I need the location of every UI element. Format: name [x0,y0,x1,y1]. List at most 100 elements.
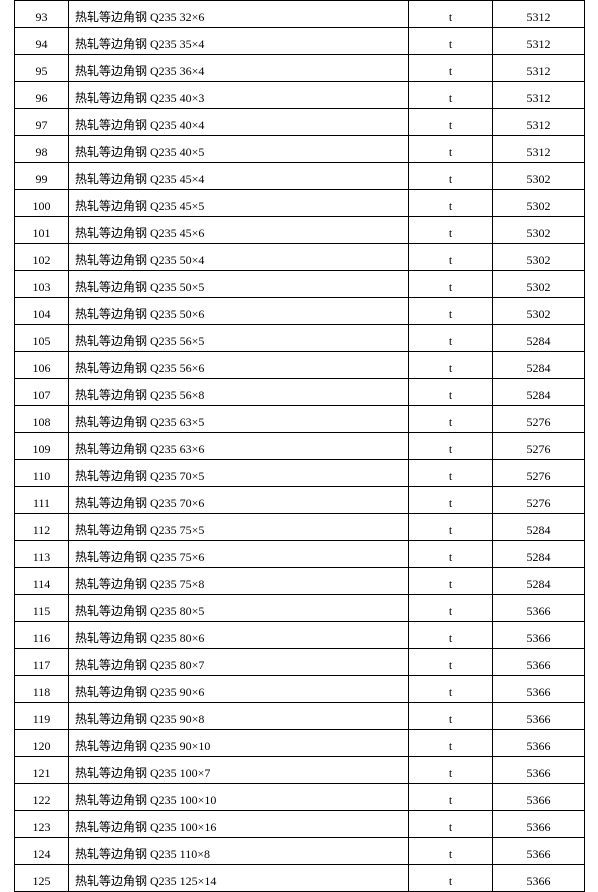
row-number: 121 [15,757,69,784]
row-unit: t [409,460,493,487]
row-unit: t [409,352,493,379]
row-description: 热轧等边角钢 Q235 45×6 [69,217,409,244]
row-number: 117 [15,649,69,676]
row-description: 热轧等边角钢 Q235 56×5 [69,325,409,352]
row-value: 5366 [493,595,585,622]
table-row: 120热轧等边角钢 Q235 90×10t5366 [15,730,585,757]
row-description: 热轧等边角钢 Q235 90×10 [69,730,409,757]
row-value: 5312 [493,55,585,82]
row-description: 热轧等边角钢 Q235 75×8 [69,568,409,595]
row-description: 热轧等边角钢 Q235 110×8 [69,838,409,865]
row-description: 热轧等边角钢 Q235 70×5 [69,460,409,487]
table-row: 111热轧等边角钢 Q235 70×6t5276 [15,487,585,514]
row-description: 热轧等边角钢 Q235 56×8 [69,379,409,406]
row-unit: t [409,757,493,784]
row-unit: t [409,55,493,82]
row-description: 热轧等边角钢 Q235 35×4 [69,28,409,55]
row-value: 5312 [493,109,585,136]
row-number: 96 [15,82,69,109]
table-row: 100热轧等边角钢 Q235 45×5t5302 [15,190,585,217]
row-number: 123 [15,811,69,838]
row-number: 93 [15,1,69,28]
row-value: 5366 [493,730,585,757]
table-row: 125热轧等边角钢 Q235 125×14t5366 [15,865,585,892]
row-description: 热轧等边角钢 Q235 70×6 [69,487,409,514]
table-row: 112热轧等边角钢 Q235 75×5t5284 [15,514,585,541]
row-number: 108 [15,406,69,433]
row-unit: t [409,595,493,622]
table-row: 118热轧等边角钢 Q235 90×6t5366 [15,676,585,703]
row-number: 120 [15,730,69,757]
row-unit: t [409,379,493,406]
row-number: 99 [15,163,69,190]
row-description: 热轧等边角钢 Q235 32×6 [69,1,409,28]
row-unit: t [409,109,493,136]
row-unit: t [409,649,493,676]
row-number: 112 [15,514,69,541]
row-unit: t [409,271,493,298]
row-description: 热轧等边角钢 Q235 75×5 [69,514,409,541]
row-number: 107 [15,379,69,406]
row-unit: t [409,487,493,514]
row-unit: t [409,784,493,811]
table-row: 102热轧等边角钢 Q235 50×4t5302 [15,244,585,271]
row-number: 113 [15,541,69,568]
table-row: 93热轧等边角钢 Q235 32×6t5312 [15,1,585,28]
row-value: 5276 [493,460,585,487]
row-number: 102 [15,244,69,271]
row-value: 5284 [493,325,585,352]
row-value: 5366 [493,649,585,676]
row-description: 热轧等边角钢 Q235 100×16 [69,811,409,838]
row-value: 5302 [493,244,585,271]
row-description: 热轧等边角钢 Q235 50×6 [69,298,409,325]
row-number: 101 [15,217,69,244]
row-number: 111 [15,487,69,514]
row-description: 热轧等边角钢 Q235 100×7 [69,757,409,784]
row-description: 热轧等边角钢 Q235 75×6 [69,541,409,568]
row-number: 98 [15,136,69,163]
row-description: 热轧等边角钢 Q235 100×10 [69,784,409,811]
row-value: 5312 [493,28,585,55]
page: 93热轧等边角钢 Q235 32×6t531294热轧等边角钢 Q235 35×… [0,0,598,825]
row-description: 热轧等边角钢 Q235 80×5 [69,595,409,622]
row-description: 热轧等边角钢 Q235 63×6 [69,433,409,460]
row-value: 5302 [493,271,585,298]
table-row: 110热轧等边角钢 Q235 70×5t5276 [15,460,585,487]
table-row: 99热轧等边角钢 Q235 45×4t5302 [15,163,585,190]
table-row: 101热轧等边角钢 Q235 45×6t5302 [15,217,585,244]
row-unit: t [409,406,493,433]
row-value: 5276 [493,487,585,514]
row-description: 热轧等边角钢 Q235 40×5 [69,136,409,163]
row-value: 5284 [493,568,585,595]
table-row: 124热轧等边角钢 Q235 110×8t5366 [15,838,585,865]
row-description: 热轧等边角钢 Q235 50×5 [69,271,409,298]
row-number: 106 [15,352,69,379]
row-unit: t [409,622,493,649]
row-value: 5284 [493,379,585,406]
table-row: 119热轧等边角钢 Q235 90×8t5366 [15,703,585,730]
row-number: 109 [15,433,69,460]
row-number: 116 [15,622,69,649]
row-value: 5284 [493,541,585,568]
spec-table: 93热轧等边角钢 Q235 32×6t531294热轧等边角钢 Q235 35×… [14,0,585,892]
table-row: 97热轧等边角钢 Q235 40×4t5312 [15,109,585,136]
row-number: 97 [15,109,69,136]
row-value: 5312 [493,82,585,109]
row-unit: t [409,865,493,892]
row-number: 110 [15,460,69,487]
row-value: 5302 [493,298,585,325]
row-unit: t [409,325,493,352]
row-unit: t [409,244,493,271]
row-value: 5312 [493,136,585,163]
table-row: 108热轧等边角钢 Q235 63×5t5276 [15,406,585,433]
row-value: 5366 [493,757,585,784]
row-number: 125 [15,865,69,892]
row-number: 118 [15,676,69,703]
table-row: 115热轧等边角钢 Q235 80×5t5366 [15,595,585,622]
table-row: 94热轧等边角钢 Q235 35×4t5312 [15,28,585,55]
row-unit: t [409,136,493,163]
row-value: 5276 [493,406,585,433]
table-row: 106热轧等边角钢 Q235 56×6t5284 [15,352,585,379]
row-value: 5366 [493,811,585,838]
row-description: 热轧等边角钢 Q235 90×6 [69,676,409,703]
